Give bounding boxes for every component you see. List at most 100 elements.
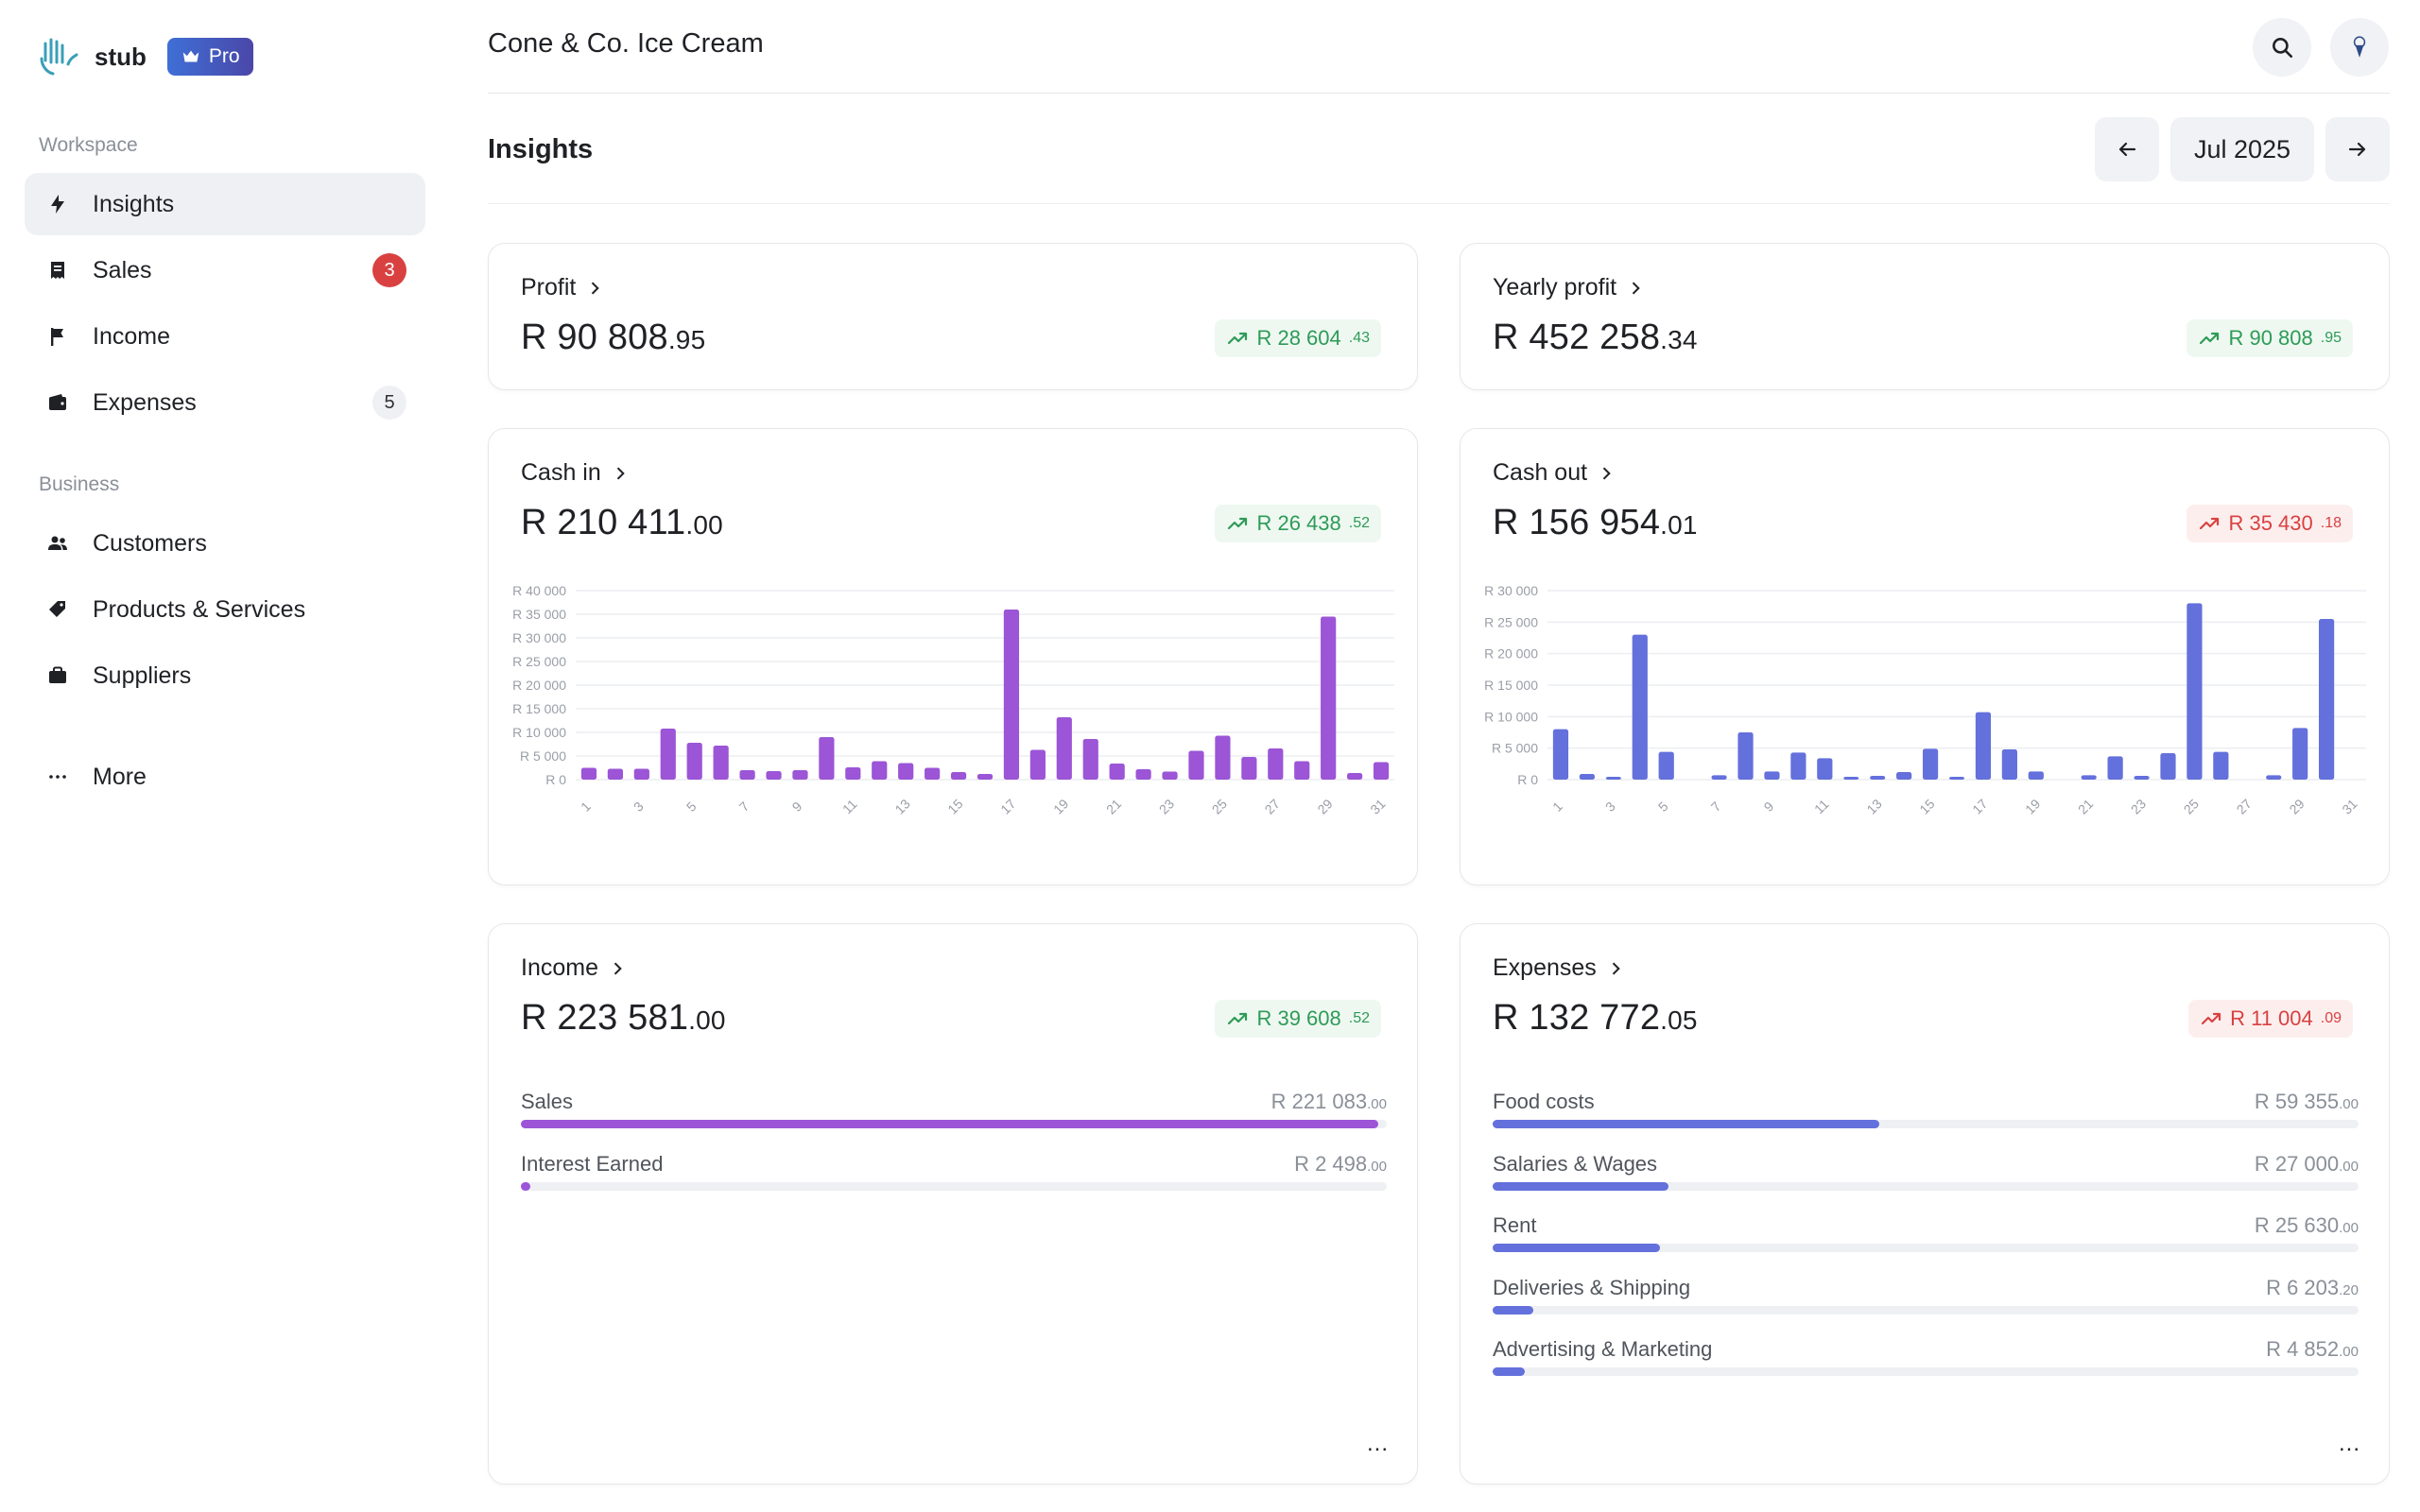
chart-bar[interactable] xyxy=(1552,729,1569,780)
chart-bar[interactable] xyxy=(925,767,941,781)
chart-bar[interactable] xyxy=(686,743,702,780)
sidebar-item-sales[interactable]: Sales 3 xyxy=(25,239,425,301)
chart-bar[interactable] xyxy=(1109,764,1125,780)
chart-bar[interactable] xyxy=(1579,774,1596,780)
sidebar-item-expenses[interactable]: Expenses 5 xyxy=(25,371,425,434)
page-title: Insights xyxy=(488,134,594,164)
chart-bar[interactable] xyxy=(2134,776,2150,780)
chart-bar[interactable] xyxy=(2187,603,2203,780)
cash-out-card-title[interactable]: Cash out xyxy=(1493,459,1616,487)
cash-out-amount: R 156 954.01 xyxy=(1493,503,1698,543)
list-item[interactable]: Salaries & Wages R 27 000.00 xyxy=(1493,1152,2359,1214)
chart-bar[interactable] xyxy=(1605,777,1621,780)
chart-bar[interactable] xyxy=(1790,752,1806,780)
chart-bar[interactable] xyxy=(633,768,649,781)
chart-bar[interactable] xyxy=(1003,610,1020,780)
chart-bar[interactable] xyxy=(2107,756,2123,780)
chart-bar[interactable] xyxy=(819,737,835,780)
chart-bar[interactable] xyxy=(977,774,994,780)
chart-bar[interactable] xyxy=(1346,773,1363,780)
brand[interactable]: stub Pro xyxy=(36,36,253,77)
chart-bar[interactable] xyxy=(1975,712,1992,780)
expenses-more-button[interactable]: ... xyxy=(2338,1431,2360,1456)
profit-amount: R 90 808.95 xyxy=(521,318,705,358)
x-tick-label: 27 xyxy=(1262,796,1283,816)
chart-bar[interactable] xyxy=(2081,775,2097,780)
chart-bar[interactable] xyxy=(872,761,888,781)
business-avatar[interactable] xyxy=(2330,18,2389,77)
chart-bar[interactable] xyxy=(792,770,808,780)
previous-period-button[interactable] xyxy=(2095,117,2159,181)
chart-bar[interactable] xyxy=(660,729,676,780)
chart-bar[interactable] xyxy=(2001,749,2017,780)
sidebar-item-insights[interactable]: Insights xyxy=(25,173,425,235)
chart-bar[interactable] xyxy=(2160,753,2176,780)
chart-bar[interactable] xyxy=(1711,775,1727,780)
chart-bar[interactable] xyxy=(1764,771,1780,780)
chart-bar[interactable] xyxy=(1188,750,1204,781)
chart-bar[interactable] xyxy=(2028,771,2044,780)
list-item[interactable]: Food costs R 59 355.00 xyxy=(1493,1090,2359,1152)
list-item[interactable]: Rent R 25 630.00 xyxy=(1493,1213,2359,1276)
chart-bar[interactable] xyxy=(1056,717,1072,780)
chart-bar[interactable] xyxy=(1737,732,1754,780)
chart-bar[interactable] xyxy=(1268,748,1284,780)
chart-bar[interactable] xyxy=(1870,776,1886,780)
yearly-profit-card-title[interactable]: Yearly profit xyxy=(1493,274,1645,301)
list-item[interactable]: Sales R 221 083.00 xyxy=(521,1090,1387,1152)
income-card-title[interactable]: Income xyxy=(521,954,627,982)
list-item[interactable]: Interest Earned R 2 498.00 xyxy=(521,1152,1387,1214)
sidebar-item-income[interactable]: Income xyxy=(25,305,425,368)
chart-bar[interactable] xyxy=(1658,751,1674,780)
chart-bar[interactable] xyxy=(2292,728,2308,780)
chart-bar[interactable] xyxy=(1817,758,1833,780)
chart-bar[interactable] xyxy=(2318,619,2335,780)
chart-bar[interactable] xyxy=(1215,735,1231,781)
chart-bar[interactable] xyxy=(1241,757,1257,780)
chart-bar[interactable] xyxy=(580,767,597,781)
sidebar-item-products-services[interactable]: Products & Services xyxy=(25,578,425,641)
search-button[interactable] xyxy=(2253,18,2311,77)
chart-bar[interactable] xyxy=(1294,761,1310,781)
y-tick-label: R 35 000 xyxy=(512,607,566,622)
expenses-card-title[interactable]: Expenses xyxy=(1493,954,1625,982)
chart-bar[interactable] xyxy=(950,772,967,780)
sidebar-item-suppliers[interactable]: Suppliers xyxy=(25,644,425,707)
chart-bar[interactable] xyxy=(1922,748,1939,780)
chart-bar[interactable] xyxy=(713,746,729,780)
chart-bar[interactable] xyxy=(2266,775,2282,780)
chart-bar[interactable] xyxy=(1948,777,1965,780)
trend-whole: R 39 608 xyxy=(1256,1006,1341,1030)
chart-bar[interactable] xyxy=(1029,749,1046,781)
y-tick-label: R 0 xyxy=(1517,772,1538,787)
period-selector[interactable]: Jul 2025 xyxy=(2170,117,2314,181)
sidebar-item-customers[interactable]: Customers xyxy=(25,512,425,575)
pro-badge[interactable]: Pro xyxy=(166,38,253,76)
chart-bar[interactable] xyxy=(766,771,782,780)
chart-bar[interactable] xyxy=(845,767,861,780)
chart-bar[interactable] xyxy=(739,770,755,780)
list-item[interactable]: Deliveries & Shipping R 6 203.20 xyxy=(1493,1276,2359,1338)
x-tick-label: 17 xyxy=(1969,796,1990,816)
flag-icon xyxy=(43,322,72,351)
sidebar-item-more[interactable]: More xyxy=(25,746,425,808)
income-more-button[interactable]: ... xyxy=(1366,1431,1389,1456)
profit-card-title[interactable]: Profit xyxy=(521,274,604,301)
next-period-button[interactable] xyxy=(2325,117,2390,181)
chart-bar[interactable] xyxy=(1082,739,1098,780)
progress-fill xyxy=(1493,1120,1880,1128)
cash-in-card-title[interactable]: Cash in xyxy=(521,459,630,487)
chart-bar[interactable] xyxy=(607,768,624,781)
chart-bar[interactable] xyxy=(1135,769,1151,780)
chart-bar[interactable] xyxy=(1373,762,1390,781)
chart-bar[interactable] xyxy=(1632,634,1648,780)
chart-bar[interactable] xyxy=(1321,616,1337,781)
row-label: Advertising & Marketing xyxy=(1493,1337,1713,1361)
chart-bar[interactable] xyxy=(1162,771,1178,781)
list-item[interactable]: Advertising & Marketing R 4 852.00 xyxy=(1493,1337,2359,1400)
cash-in-amount: R 210 411.00 xyxy=(521,503,723,543)
chart-bar[interactable] xyxy=(898,763,914,781)
chart-bar[interactable] xyxy=(1896,772,1912,780)
chart-bar[interactable] xyxy=(2213,751,2229,780)
chart-bar[interactable] xyxy=(1843,777,1859,780)
